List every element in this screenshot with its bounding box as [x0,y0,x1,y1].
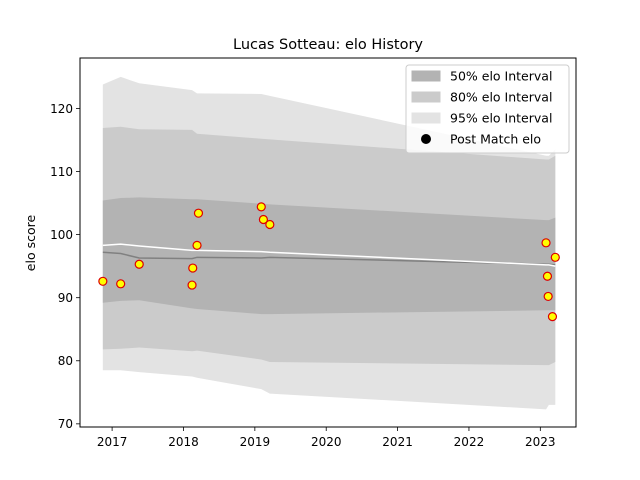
y-axis-label: elo score [23,215,38,272]
legend-entry-80-label: 80% elo Interval [450,90,552,105]
legend-entry-post-match-marker [421,134,431,144]
legend-entry-80-swatch [411,91,441,103]
y-tick-label: 90 [58,291,73,305]
x-tick-label: 2019 [240,435,271,449]
post-match-point [134,259,144,269]
y-tick-label: 80 [58,354,73,368]
post-match-point [98,276,108,286]
post-match-point [547,312,558,322]
post-match-point [543,291,553,302]
y-tick-label: 120 [50,102,73,116]
axes-frame [79,57,577,428]
legend-box [405,64,570,154]
x-tick-label: 2023 [525,435,556,449]
legend-entry-50-label: 50% elo Interval [450,69,552,84]
post-match-point [193,208,204,218]
y-tick-label: 100 [50,228,73,242]
x-tick-label: 2022 [454,435,485,449]
legend-entry-50-swatch [411,70,441,82]
legend: 50% elo Interval 80% elo Interval 95% elo … [405,64,570,154]
legend-entry-post-match-label: Post Match elo [450,132,541,147]
post-match-point [192,240,202,250]
legend-entry-95-label: 95% elo Interval [450,111,552,126]
post-match-point [116,279,126,289]
mean-line [102,243,556,267]
post-match-point [542,271,553,281]
chart-title: Lucas Sotteau: elo History [233,37,423,53]
x-tick-label: 2021 [382,435,413,449]
post-match-point [187,280,197,290]
axes: 2017 2018 2019 2020 2021 2022 2023 70 80 90 100 110… [50,102,555,449]
post-match-point [550,252,560,262]
y-tick-label: 70 [58,417,73,431]
band-50-area [102,197,556,315]
x-tick-label: 2020 [311,435,342,449]
x-tick-label: 2017 [97,435,128,449]
legend-entry-95-swatch [411,112,441,124]
x-tick-label: 2018 [168,435,199,449]
post-match-point [265,219,275,230]
post-match-point [258,214,269,225]
post-match-point [541,238,551,248]
y-tick-label: 110 [50,165,73,179]
post-match-point [188,263,198,273]
plot-area [98,76,560,410]
post-match-point [256,202,266,212]
